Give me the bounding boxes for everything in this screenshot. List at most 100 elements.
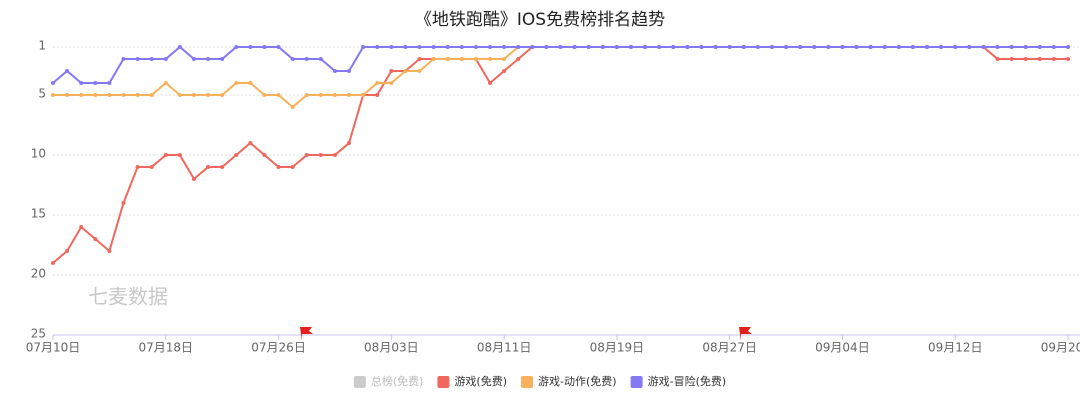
point: [290, 105, 295, 109]
point: [502, 45, 507, 49]
point: [643, 45, 648, 49]
point: [347, 141, 352, 145]
point: [206, 57, 211, 61]
point: [967, 45, 972, 49]
point: [502, 69, 507, 73]
point: [614, 45, 619, 49]
point: [361, 45, 366, 49]
legend-item[interactable]: 游戏-动作(免费): [521, 374, 617, 388]
legend-item[interactable]: 游戏(免费): [437, 374, 507, 388]
point: [516, 57, 521, 61]
x-tick-label: 08月19日: [590, 341, 645, 355]
point: [868, 45, 873, 49]
legend-label: 游戏(免费): [454, 374, 507, 388]
point: [826, 45, 831, 49]
point: [784, 45, 789, 49]
point: [502, 57, 507, 61]
point: [657, 45, 662, 49]
point: [473, 57, 478, 61]
legend-item[interactable]: 总榜(免费): [353, 374, 424, 388]
point: [812, 45, 817, 49]
point: [191, 177, 196, 181]
point: [1037, 45, 1042, 49]
point: [163, 153, 168, 157]
y-tick-label: 5: [38, 87, 46, 101]
x-tick-label: 08月11日: [477, 341, 532, 355]
point: [93, 237, 98, 241]
point: [304, 153, 309, 157]
watermark: 七麦数据: [88, 285, 168, 309]
point: [995, 45, 1000, 49]
point: [149, 165, 154, 169]
x-tick-label: 09月20日: [1041, 341, 1080, 355]
point: [431, 45, 436, 49]
point: [93, 93, 98, 97]
point: [1023, 57, 1028, 61]
point: [276, 165, 281, 169]
point: [389, 69, 394, 73]
point: [262, 93, 267, 97]
point: [727, 45, 732, 49]
point: [121, 93, 126, 97]
point: [318, 153, 323, 157]
point: [79, 225, 84, 229]
point: [93, 81, 98, 85]
point: [882, 45, 887, 49]
point: [389, 81, 394, 85]
point: [332, 69, 337, 73]
point: [854, 45, 859, 49]
point: [473, 45, 478, 49]
point: [389, 45, 394, 49]
legend-swatch: [437, 376, 450, 388]
point: [769, 45, 774, 49]
point: [347, 93, 352, 97]
series: [51, 45, 1070, 85]
legend-swatch: [353, 376, 366, 388]
point: [177, 45, 182, 49]
point: [276, 45, 281, 49]
line: [53, 46, 1068, 109]
point: [304, 93, 309, 97]
point: [107, 93, 112, 97]
point: [1066, 45, 1070, 49]
point: [1009, 57, 1014, 61]
point: [220, 57, 225, 61]
legend-item[interactable]: 游戏-冒险(免费): [630, 374, 727, 388]
point: [51, 93, 55, 97]
point: [586, 45, 591, 49]
point: [332, 153, 337, 157]
point: [107, 81, 112, 85]
point: [276, 93, 281, 97]
point: [135, 165, 140, 169]
point: [332, 93, 337, 97]
point: [361, 93, 366, 97]
x-tick-label: 07月10日: [26, 341, 81, 355]
y-tick-label: 15: [31, 207, 46, 221]
point: [896, 45, 901, 49]
point: [375, 81, 380, 85]
legend: 总榜(免费) 游戏(免费) 游戏-动作(免费) 游戏-冒险(免费): [353, 374, 727, 388]
y-tick-label: 10: [31, 147, 46, 161]
point: [262, 45, 267, 49]
point: [1023, 45, 1028, 49]
point: [981, 45, 986, 49]
series: [51, 45, 1070, 109]
x-tick-label: 09月12日: [928, 341, 983, 355]
point: [248, 81, 253, 85]
point: [910, 45, 915, 49]
point: [290, 57, 295, 61]
point: [191, 93, 196, 97]
point: [1051, 57, 1056, 61]
point: [248, 141, 253, 145]
point: [1066, 57, 1070, 61]
point: [51, 261, 55, 265]
point: [840, 45, 845, 49]
point: [939, 45, 944, 49]
point: [530, 45, 535, 49]
x-tick-label: 09月04日: [815, 341, 870, 355]
point: [65, 249, 70, 253]
point: [798, 45, 803, 49]
point: [347, 69, 352, 73]
legend-label: 游戏-动作(免费): [538, 374, 617, 388]
